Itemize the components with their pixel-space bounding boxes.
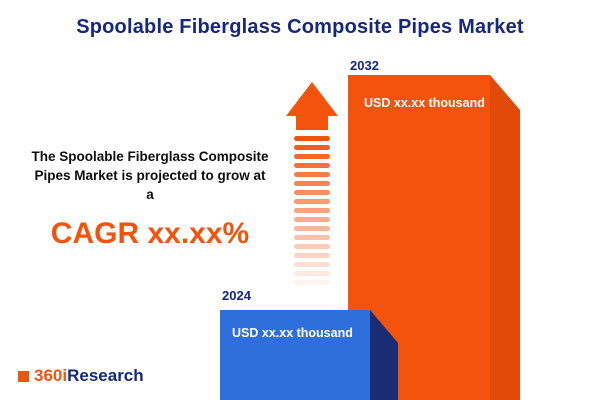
bar-2032-side <box>490 75 520 400</box>
market-description: The Spoolable Fiberglass Composite Pipes… <box>14 148 286 255</box>
description-line: a <box>146 186 154 202</box>
bar-2024-front <box>220 310 370 400</box>
logo-mark-icon <box>18 370 29 382</box>
bar-value-2032: USD xx.xx thousand <box>364 96 485 110</box>
bar-2024-side <box>370 310 398 400</box>
cagr-value: CAGR xx.xx% <box>50 216 250 250</box>
logo-text-navy: Research <box>67 366 144 385</box>
brand-logo: 360i Research <box>18 366 144 386</box>
logo-text-orange: 360i <box>34 366 68 385</box>
description-line: Pipes Market is projected to grow at <box>34 167 266 183</box>
bar-label-2032: 2032 <box>350 58 379 73</box>
bar-label-2024: 2024 <box>222 288 251 303</box>
description-line: The Spoolable Fiberglass Composite <box>31 149 269 164</box>
growth-arrow-icon <box>286 82 338 285</box>
page-title: Spoolable Fiberglass Composite Pipes Mar… <box>76 16 524 38</box>
bar-value-2024: USD xx.xx thousand <box>232 326 353 340</box>
